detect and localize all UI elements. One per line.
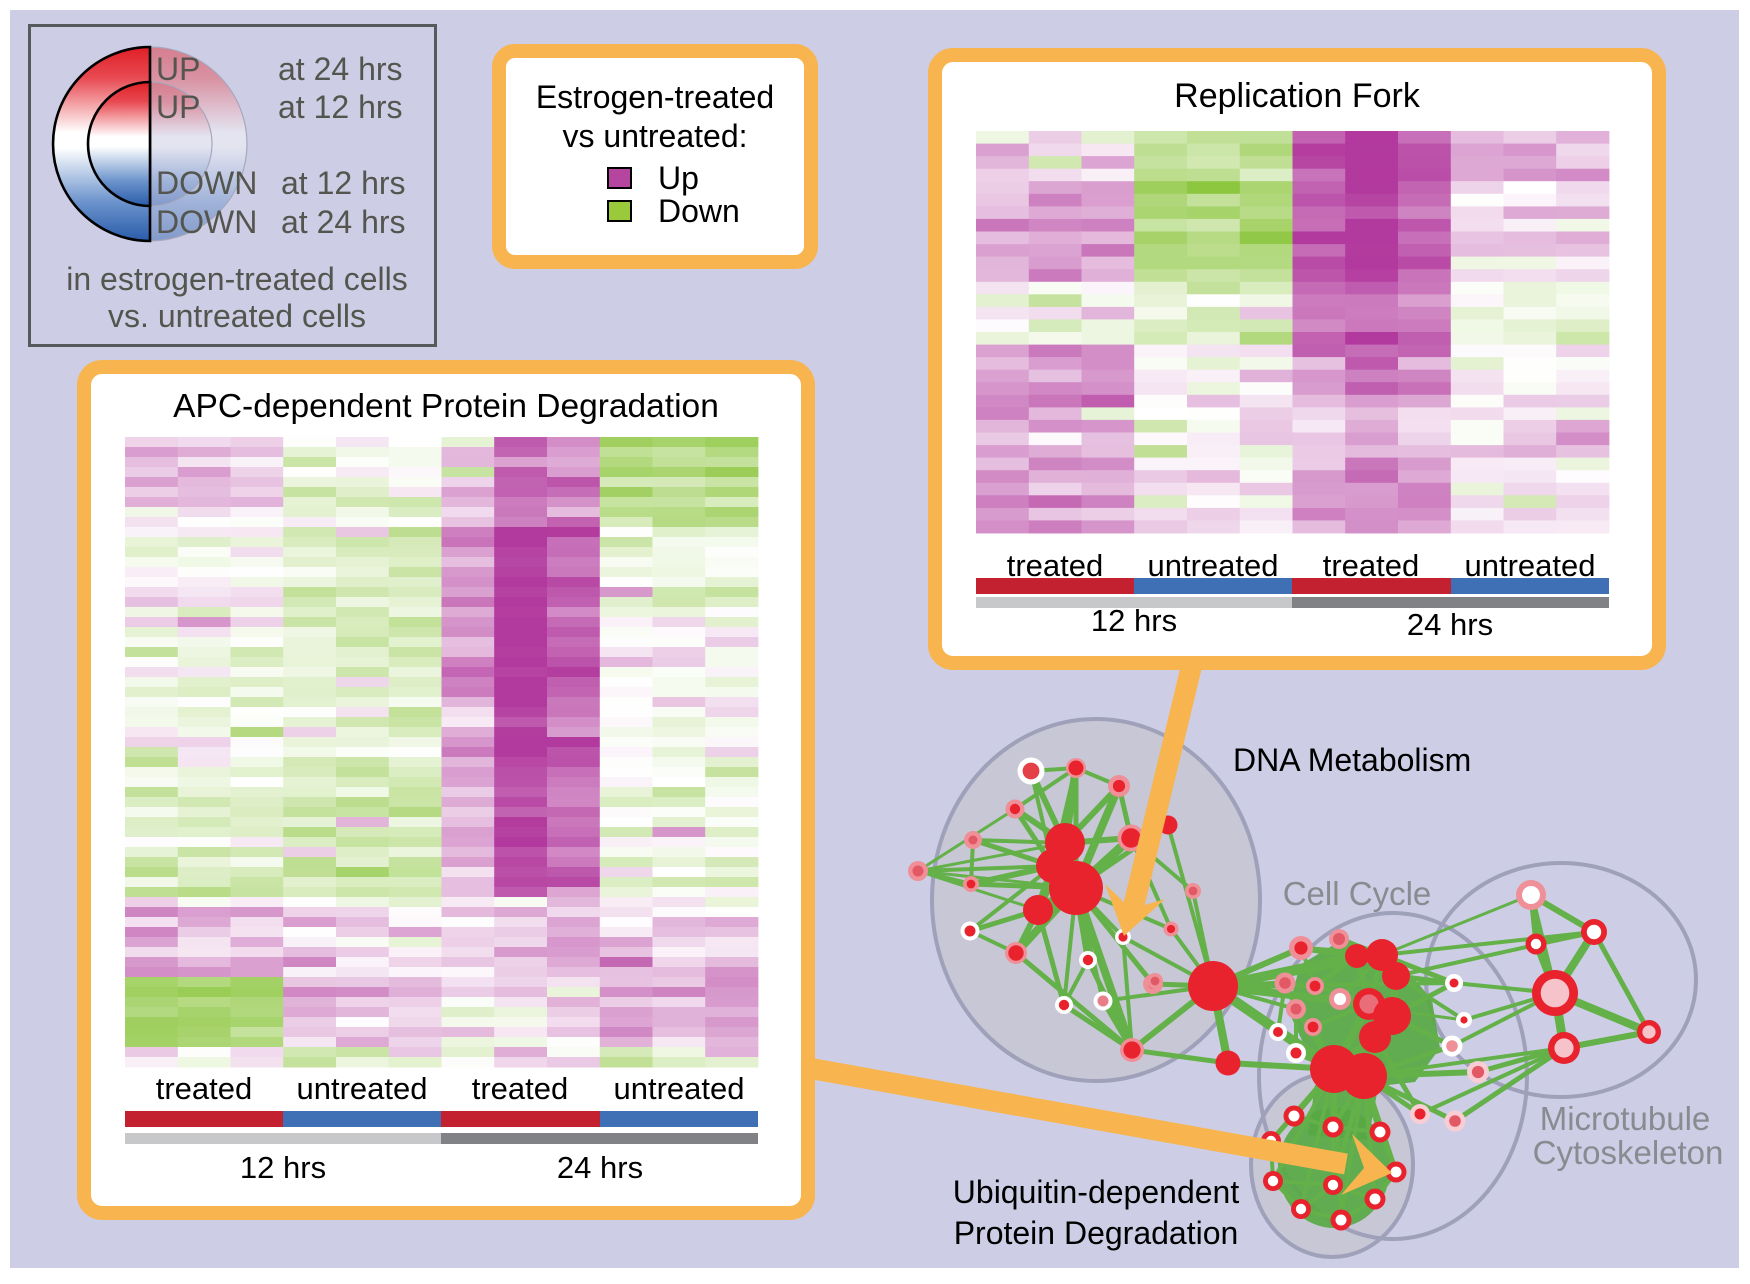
svg-text:DOWN: DOWN [156,165,257,201]
svg-text:Cell Cycle: Cell Cycle [1283,875,1432,912]
svg-text:untreated: untreated [1148,548,1279,583]
svg-text:Protein Degradation: Protein Degradation [954,1215,1239,1251]
svg-text:untreated: untreated [1465,548,1596,583]
svg-text:DNA Metabolism: DNA Metabolism [1233,742,1471,778]
svg-text:Microtubule: Microtubule [1540,1100,1711,1137]
svg-text:24 hrs: 24 hrs [557,1150,643,1185]
svg-text:24 hrs: 24 hrs [1407,607,1493,642]
svg-text:treated: treated [156,1071,253,1106]
svg-text:at 12 hrs: at 12 hrs [278,89,403,125]
svg-text:in estrogen-treated cells: in estrogen-treated cells [66,261,408,297]
svg-text:at 24 hrs: at 24 hrs [278,51,403,87]
svg-text:UP: UP [156,51,200,87]
svg-text:at 24 hrs: at 24 hrs [281,204,406,240]
svg-text:DOWN: DOWN [156,204,257,240]
svg-text:treated: treated [472,1071,569,1106]
svg-text:Up: Up [658,160,699,196]
svg-text:APC-dependent Protein Degradat: APC-dependent Protein Degradation [173,388,719,425]
svg-text:vs. untreated cells: vs. untreated cells [108,298,366,334]
svg-text:12 hrs: 12 hrs [1091,603,1177,638]
svg-text:Estrogen-treated: Estrogen-treated [536,79,774,115]
svg-text:Replication Fork: Replication Fork [1174,77,1421,115]
svg-text:Ubiquitin-dependent: Ubiquitin-dependent [953,1174,1240,1210]
svg-text:UP: UP [156,89,200,125]
svg-text:Cytoskeleton: Cytoskeleton [1533,1134,1724,1171]
svg-text:untreated: untreated [297,1071,428,1106]
svg-text:Down: Down [658,193,740,229]
svg-text:at 12 hrs: at 12 hrs [281,165,406,201]
svg-text:vs untreated:: vs untreated: [563,118,748,154]
svg-text:treated: treated [1007,548,1104,583]
svg-text:untreated: untreated [614,1071,745,1106]
svg-text:treated: treated [1323,548,1420,583]
svg-text:12 hrs: 12 hrs [240,1150,326,1185]
